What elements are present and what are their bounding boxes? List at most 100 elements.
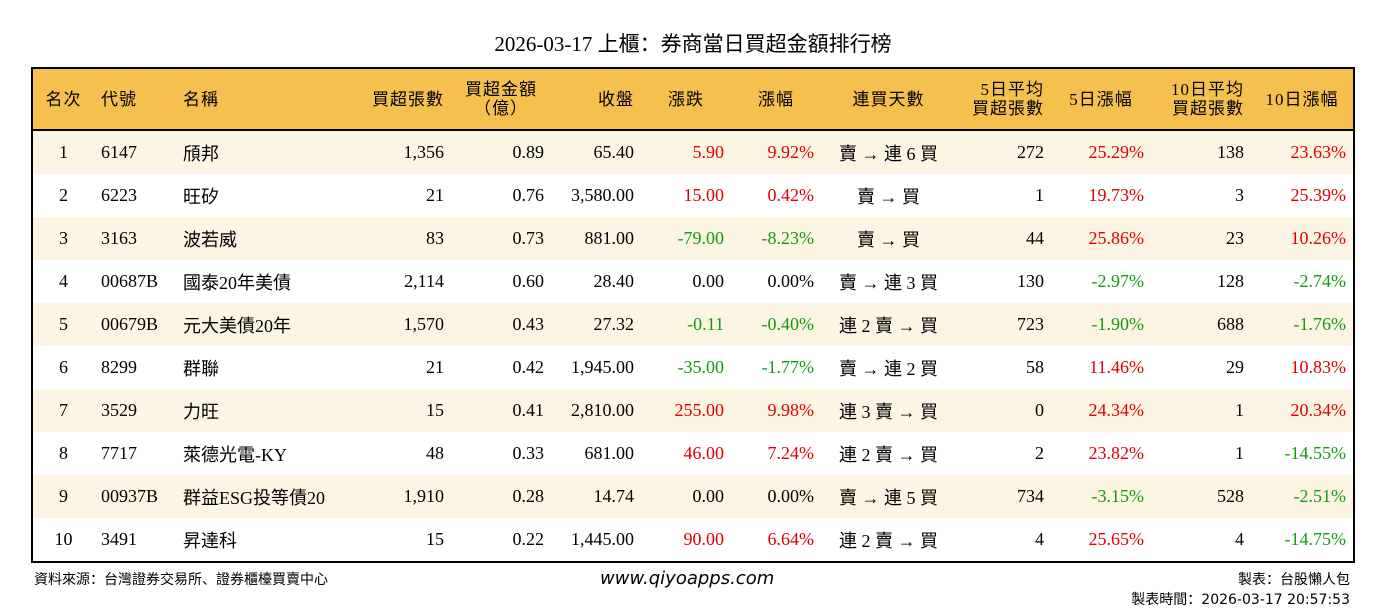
cell-change: 5.90 <box>641 130 731 174</box>
cell-close: 65.40 <box>551 130 641 174</box>
cell-net-buy-amount: 0.28 <box>451 475 551 518</box>
cell-pct5: 19.73% <box>1088 185 1145 205</box>
cell-code: 00937B <box>94 475 176 518</box>
cell-pct10: 10.26% <box>1251 217 1354 260</box>
cell-avg10-lots: 29 <box>1226 357 1244 377</box>
cell-pct10: 10.83% <box>1290 357 1347 377</box>
cell-net-buy-amount: 0.33 <box>512 443 545 463</box>
table-row: 7 3529 力旺 15 0.41 2,810.00 255.00 9.98% 連 3 賣 → … <box>32 389 1354 432</box>
cell-avg10-lots: 1 <box>1235 443 1244 463</box>
cell-pct10: -14.75% <box>1284 529 1347 549</box>
cell-avg10-lots: 1 <box>1151 389 1251 432</box>
cell-net-buy-lots: 1,356 <box>351 130 451 174</box>
cell-change: 0.00 <box>641 475 731 518</box>
cell-avg5-lots: 130 <box>1017 271 1044 291</box>
cell-net-buy-amount: 0.42 <box>512 357 545 377</box>
cell-name: 旺矽 <box>183 186 219 207</box>
header-row: 名次 代號 名稱 買超張數 買超金額 （億） 收盤 漲跌 漲幅 連買天數 5日平均 買超張數 5日漲… <box>32 68 1354 131</box>
cell-pct10: -2.74% <box>1293 271 1347 291</box>
ranking-table: 名次 代號 名稱 買超張數 買超金額 （億） 收盤 漲跌 漲幅 連買天數 5日平均 買超張數 5日漲… <box>31 67 1355 563</box>
cell-streak: 連 3 賣 → 買 <box>821 389 956 432</box>
cell-pct5: 25.86% <box>1051 217 1151 260</box>
cell-code: 00679B <box>94 303 176 346</box>
cell-code: 7717 <box>101 443 137 463</box>
cell-avg5-lots: 272 <box>956 130 1051 174</box>
header-net-buy-amount: 買超金額 （億） <box>451 68 551 131</box>
cell-change-pct: 0.00% <box>767 271 815 291</box>
table-row: 2 6223 旺矽 21 0.76 3,580.00 15.00 0.42% 賣 → 買 1 19.… <box>32 174 1354 217</box>
table-row: 3 3163 波若威 83 0.73 881.00 -79.00 -8.23% 賣 → 買 44 2… <box>32 217 1354 260</box>
cell-rank: 8 <box>59 443 68 463</box>
cell-avg5-lots: 58 <box>1026 357 1044 377</box>
cell-pct5: 24.34% <box>1051 389 1151 432</box>
website-link[interactable]: www.qiyoapps.com <box>600 568 775 589</box>
header-pct10: 10日漲幅 <box>1251 68 1354 131</box>
cell-streak: 連 2 賣 → 買 <box>839 530 938 551</box>
cell-pct5: -3.15% <box>1051 475 1151 518</box>
cell-net-buy-amount: 0.41 <box>451 389 551 432</box>
cell-change-pct: 7.24% <box>767 443 815 463</box>
cell-avg10-lots: 138 <box>1151 130 1251 174</box>
cell-net-buy-lots: 21 <box>426 185 444 205</box>
cell-rank: 3 <box>32 217 94 260</box>
cell-net-buy-amount: 0.43 <box>451 303 551 346</box>
header-close: 收盤 <box>551 68 641 131</box>
cell-close: 28.40 <box>593 271 635 291</box>
cell-code: 00687B <box>101 271 159 291</box>
header-change: 漲跌 <box>641 68 731 131</box>
cell-avg5-lots: 734 <box>956 475 1051 518</box>
cell-change: 90.00 <box>683 529 725 549</box>
cell-change: -79.00 <box>641 217 731 260</box>
cell-rank: 6 <box>59 357 68 377</box>
cell-change-pct: 9.98% <box>731 389 821 432</box>
cell-name: 萊德光電-KY <box>183 444 287 465</box>
cell-code: 8299 <box>101 357 137 377</box>
cell-close: 881.00 <box>551 217 641 260</box>
cell-avg10-lots: 23 <box>1151 217 1251 260</box>
table-row: 10 3491 昇達科 15 0.22 1,445.00 90.00 6.64% 連 2 賣 →… <box>32 518 1354 562</box>
cell-avg10-lots: 128 <box>1217 271 1244 291</box>
cell-rank: 9 <box>32 475 94 518</box>
cell-rank: 5 <box>32 303 94 346</box>
cell-avg5-lots: 4 <box>1035 529 1044 549</box>
cell-net-buy-lots: 83 <box>351 217 451 260</box>
cell-net-buy-amount: 0.76 <box>512 185 545 205</box>
header-streak: 連買天數 <box>821 68 956 131</box>
cell-avg5-lots: 0 <box>956 389 1051 432</box>
cell-pct10: 20.34% <box>1251 389 1354 432</box>
cell-rank: 7 <box>32 389 94 432</box>
cell-pct10: -14.55% <box>1284 443 1347 463</box>
cell-change-pct: -8.23% <box>731 217 821 260</box>
cell-code: 3163 <box>94 217 176 260</box>
cell-net-buy-lots: 21 <box>426 357 444 377</box>
cell-net-buy-lots: 48 <box>426 443 444 463</box>
cell-name: 昇達科 <box>183 530 237 551</box>
cell-avg10-lots: 688 <box>1151 303 1251 346</box>
cell-streak: 賣 → 連 2 買 <box>839 358 938 379</box>
cell-streak: 賣 → 連 5 買 <box>821 475 956 518</box>
cell-net-buy-lots: 2,114 <box>404 271 444 291</box>
cell-close: 1,945.00 <box>571 357 634 377</box>
cell-change: 46.00 <box>683 443 725 463</box>
maker: 製表：台股懶人包 <box>1238 572 1350 588</box>
cell-pct5: 25.29% <box>1051 130 1151 174</box>
cell-avg5-lots: 1 <box>1035 185 1044 205</box>
cell-name: 群益ESG投等債20 <box>176 475 351 518</box>
cell-change-pct: 0.42% <box>767 185 815 205</box>
header-net-buy-lots: 買超張數 <box>351 68 451 131</box>
cell-close: 2,810.00 <box>551 389 641 432</box>
cell-change-pct: 6.64% <box>767 529 815 549</box>
cell-pct10: 25.39% <box>1290 185 1347 205</box>
cell-streak: 賣 → 連 6 買 <box>821 130 956 174</box>
cell-pct10: -2.51% <box>1251 475 1354 518</box>
cell-rank: 1 <box>32 130 94 174</box>
cell-change-pct: -1.77% <box>761 357 815 377</box>
cell-change: 15.00 <box>683 185 725 205</box>
cell-name: 力旺 <box>176 389 351 432</box>
page-title: 2026-03-17 上櫃：券商當日買超金額排行榜 <box>494 32 892 56</box>
cell-net-buy-lots: 15 <box>426 529 444 549</box>
cell-close: 1,445.00 <box>571 529 634 549</box>
header-code: 代號 <box>94 68 176 131</box>
cell-pct5: 23.82% <box>1088 443 1145 463</box>
